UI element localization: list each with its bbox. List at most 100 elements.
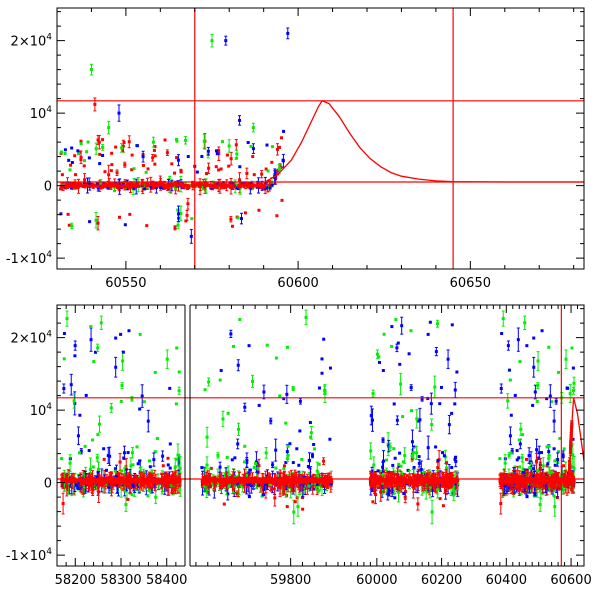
data-point bbox=[97, 140, 101, 144]
data-point bbox=[175, 139, 179, 143]
data-point bbox=[455, 370, 459, 374]
data-point bbox=[221, 181, 225, 185]
data-point bbox=[67, 483, 71, 487]
data-point bbox=[137, 479, 141, 483]
data-point bbox=[186, 202, 190, 206]
data-point bbox=[259, 183, 263, 187]
data-point bbox=[168, 479, 172, 483]
data-point bbox=[218, 378, 222, 382]
data-point bbox=[236, 187, 240, 191]
plot-area bbox=[57, 8, 584, 269]
data-point bbox=[123, 163, 127, 167]
data-point bbox=[278, 478, 282, 482]
data-point bbox=[450, 411, 454, 415]
data-point bbox=[293, 479, 297, 483]
data-point bbox=[275, 214, 279, 218]
data-point bbox=[269, 419, 273, 423]
data-point bbox=[234, 143, 238, 147]
data-point bbox=[200, 466, 204, 470]
data-point bbox=[284, 478, 288, 482]
data-point bbox=[245, 171, 249, 175]
data-point bbox=[249, 144, 253, 148]
data-point bbox=[130, 153, 134, 157]
data-point bbox=[150, 476, 154, 480]
data-point bbox=[252, 466, 256, 470]
data-point bbox=[102, 183, 106, 187]
data-point bbox=[151, 140, 155, 144]
data-point bbox=[211, 184, 215, 188]
data-point bbox=[263, 184, 267, 188]
data-point bbox=[273, 496, 277, 500]
data-point bbox=[102, 482, 106, 486]
data-point bbox=[99, 182, 103, 186]
data-point bbox=[270, 183, 274, 187]
data-point bbox=[153, 450, 157, 454]
data-point bbox=[231, 184, 235, 188]
data-point bbox=[174, 402, 178, 406]
data-point bbox=[216, 475, 220, 479]
data-point bbox=[151, 156, 155, 160]
data-point bbox=[163, 138, 167, 142]
data-point bbox=[282, 479, 286, 483]
data-point bbox=[157, 480, 161, 484]
data-point bbox=[136, 462, 140, 466]
data-point bbox=[226, 470, 230, 474]
data-point bbox=[222, 502, 226, 506]
x-tick-label: 60550 bbox=[105, 276, 146, 291]
data-point bbox=[78, 183, 82, 187]
data-point bbox=[225, 455, 229, 459]
data-point bbox=[74, 480, 78, 484]
data-point bbox=[94, 480, 98, 484]
data-point bbox=[330, 480, 334, 484]
data-point bbox=[242, 460, 246, 464]
data-point bbox=[122, 481, 126, 485]
data-point bbox=[255, 183, 259, 187]
data-point bbox=[116, 183, 120, 187]
data-point bbox=[121, 483, 125, 487]
data-point bbox=[267, 478, 271, 482]
data-point bbox=[236, 478, 240, 482]
data-point bbox=[428, 320, 432, 324]
data-point bbox=[131, 478, 135, 482]
data-point bbox=[80, 480, 84, 484]
data-point bbox=[184, 138, 188, 142]
data-point bbox=[154, 481, 158, 485]
data-point bbox=[231, 487, 235, 491]
data-point bbox=[66, 181, 70, 185]
data-point bbox=[278, 394, 282, 398]
data-point bbox=[293, 500, 297, 504]
data-point bbox=[230, 458, 234, 462]
data-point bbox=[66, 212, 70, 216]
data-point bbox=[229, 157, 233, 161]
data-point bbox=[135, 144, 139, 148]
data-point bbox=[102, 447, 106, 451]
data-point bbox=[98, 152, 102, 156]
data-point bbox=[205, 463, 209, 467]
data-point bbox=[244, 478, 248, 482]
data-point bbox=[123, 185, 127, 189]
data-point bbox=[83, 480, 87, 484]
data-point bbox=[369, 449, 373, 453]
data-point bbox=[184, 219, 188, 223]
data-point bbox=[298, 429, 302, 433]
data-point bbox=[179, 168, 183, 172]
data-point bbox=[302, 478, 306, 482]
data-point bbox=[206, 480, 210, 484]
data-point bbox=[95, 456, 99, 460]
data-point bbox=[246, 484, 250, 488]
data-point bbox=[262, 390, 266, 394]
plot-frame bbox=[56, 7, 585, 270]
data-point bbox=[223, 184, 227, 188]
data-point bbox=[281, 158, 285, 162]
data-point bbox=[126, 451, 130, 455]
data-point bbox=[110, 151, 114, 155]
data-point bbox=[152, 186, 156, 190]
data-point bbox=[124, 503, 128, 507]
data-point bbox=[237, 478, 241, 482]
data-point bbox=[128, 186, 132, 190]
data-point bbox=[69, 182, 73, 186]
data-point bbox=[133, 185, 137, 189]
data-point bbox=[295, 496, 299, 500]
data-point bbox=[226, 492, 230, 496]
data-point bbox=[133, 487, 137, 491]
